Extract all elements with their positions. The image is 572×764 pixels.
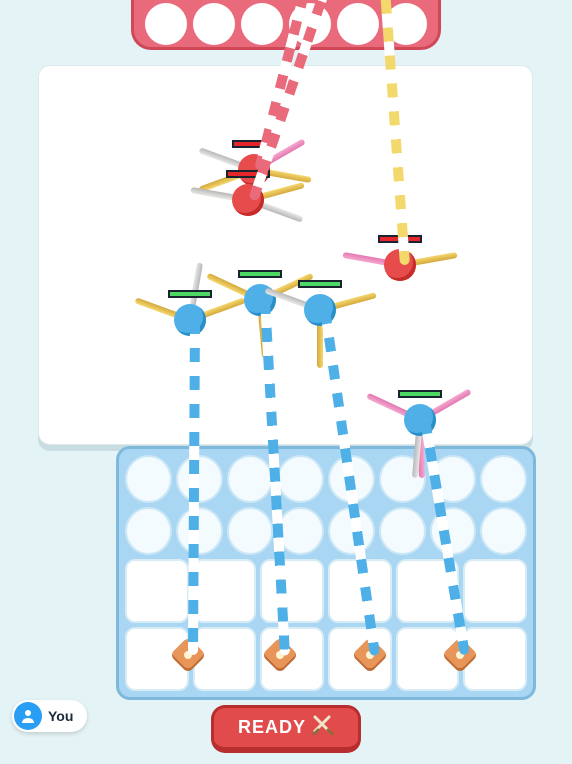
hp-bar (168, 290, 212, 298)
deploy-slot[interactable] (260, 559, 324, 623)
enemy-slot (193, 3, 235, 45)
player-name-label: You (48, 708, 73, 724)
hp-bar (298, 280, 342, 288)
unit-slot[interactable] (379, 507, 426, 555)
user-icon (14, 702, 42, 730)
deploy-slot[interactable] (463, 559, 527, 623)
deploy-slot[interactable] (125, 559, 189, 623)
hp-bar (398, 390, 442, 398)
deploy-slot[interactable] (193, 559, 257, 623)
unit-slot[interactable] (480, 455, 527, 503)
player-name-tag: You (12, 700, 87, 732)
unit-slot[interactable] (176, 507, 223, 555)
unit-slot[interactable] (125, 455, 172, 503)
unit-slot[interactable] (277, 507, 324, 555)
unit-slot[interactable] (227, 455, 274, 503)
enemy-slot (337, 3, 379, 45)
movement-trail (188, 320, 200, 655)
crossed-swords-icon (312, 714, 334, 741)
ready-button-label: READY (238, 717, 306, 738)
unit-slot[interactable] (125, 507, 172, 555)
unit-slot[interactable] (227, 507, 274, 555)
unit-slot[interactable] (480, 507, 527, 555)
unit-slot[interactable] (277, 455, 324, 503)
hp-bar (238, 270, 282, 278)
enemy-slot (145, 3, 187, 45)
enemy-slot (241, 3, 283, 45)
ready-button[interactable]: READY (211, 705, 361, 753)
